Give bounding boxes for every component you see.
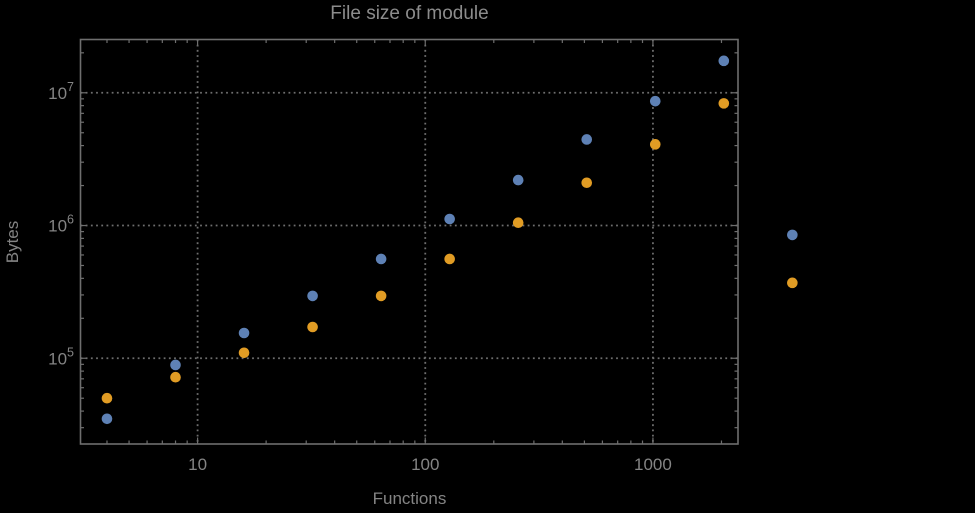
x-tick-label-100: 100 <box>411 455 439 474</box>
data-point-series-orange-x128 <box>444 253 455 265</box>
y-tick-label-10e6: 106 <box>48 213 74 236</box>
data-point-series-blue-x4096 <box>787 229 798 241</box>
data-point-series-orange-x4 <box>101 392 113 404</box>
chart-title: File size of module <box>330 3 489 24</box>
data-point-series-blue-x32 <box>307 290 318 302</box>
data-point-series-blue-x2048 <box>718 55 730 67</box>
data-point-series-orange-x2048 <box>718 98 730 109</box>
plot-frame <box>79 38 739 445</box>
data-point-series-blue-x8 <box>170 359 181 371</box>
data-point-series-orange-x64 <box>375 290 387 302</box>
data-point-series-orange-x4096 <box>787 277 798 289</box>
data-point-series-blue-x128 <box>444 213 455 225</box>
y-tick-label-10e7: 107 <box>48 80 74 103</box>
x-tick-label-1000: 1000 <box>634 455 672 474</box>
data-point-series-orange-x256 <box>512 217 524 229</box>
data-point-series-blue-x64 <box>375 253 387 265</box>
y-tick-label-10e5: 105 <box>48 345 74 368</box>
data-point-series-orange-x1024 <box>649 139 661 150</box>
data-point-series-blue-x16 <box>238 327 250 339</box>
y-axis-label: Bytes <box>3 220 22 264</box>
x-axis-label: Functions <box>372 489 447 508</box>
data-point-series-blue-x4 <box>101 413 113 425</box>
data-point-series-blue-x1024 <box>649 95 661 107</box>
data-point-series-blue-x256 <box>512 174 524 186</box>
x-tick-label-10: 10 <box>188 455 207 474</box>
data-point-series-blue-x512 <box>581 134 593 145</box>
data-point-series-orange-x512 <box>581 177 593 189</box>
data-point-series-orange-x8 <box>170 371 181 383</box>
data-point-series-orange-x16 <box>238 347 250 359</box>
data-point-series-orange-x32 <box>307 321 318 333</box>
